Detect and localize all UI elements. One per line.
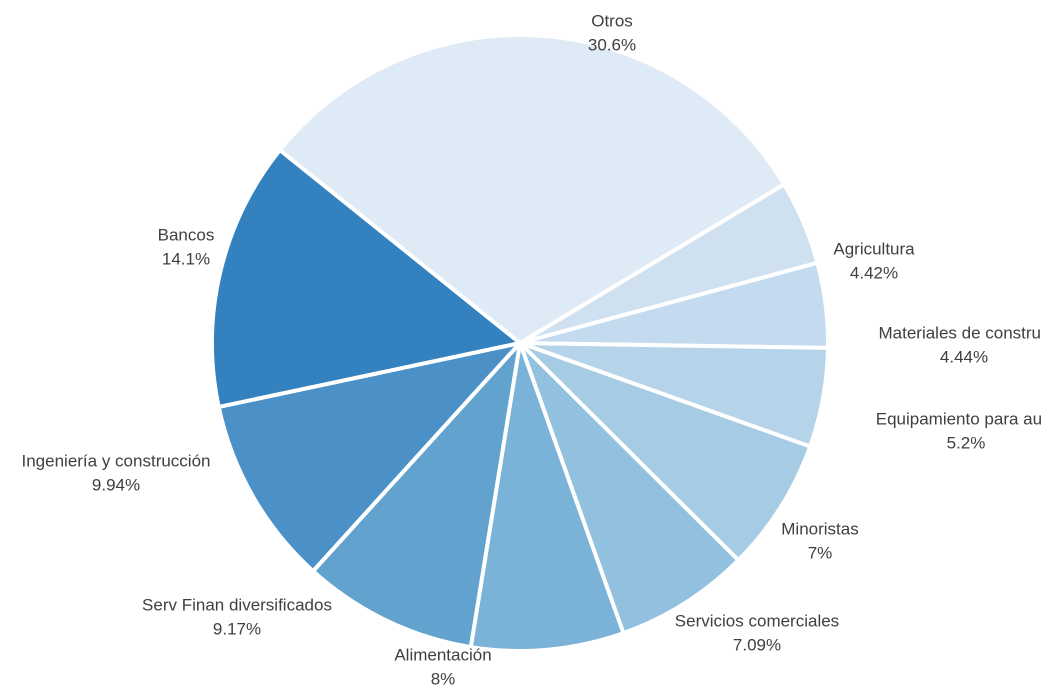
slice-label-materiales-de-construc: Materiales de construc xyxy=(878,323,1041,342)
slice-value-alimentacion: 8% xyxy=(431,669,456,686)
slice-label-serv-finan-diversificados: Serv Finan diversificados xyxy=(142,595,332,614)
pie-slice-serv-finan-diversificados xyxy=(311,341,522,650)
slice-label-agricultura: Agricultura xyxy=(833,239,915,258)
slice-label-ingenieria-y-construccion: Ingeniería y construcción xyxy=(22,451,211,470)
slice-value-ingenieria-y-construccion: 9.94% xyxy=(92,475,140,494)
slice-value-otros: 30.6% xyxy=(588,35,636,54)
slice-label-minoristas: Minoristas xyxy=(781,519,858,538)
pie-slice-servicios-comerciales xyxy=(518,341,741,636)
slice-value-materiales-de-construc: 4.44% xyxy=(940,347,988,366)
slice-label-otros: Otros xyxy=(591,11,633,30)
slice-label-servicios-comerciales: Servicios comerciales xyxy=(675,611,839,630)
slice-value-serv-finan-diversificados: 9.17% xyxy=(213,619,261,638)
slice-value-bancos: 14.1% xyxy=(162,249,210,268)
pie-slice-otros xyxy=(277,32,787,345)
pie-slices xyxy=(210,32,830,653)
slice-value-minoristas: 7% xyxy=(808,543,833,562)
slice-label-equipamiento-para-auto: Equipamiento para auto xyxy=(876,409,1041,428)
slice-value-equipamiento-para-auto: 5.2% xyxy=(947,433,986,452)
slice-label-bancos: Bancos xyxy=(158,225,215,244)
pie-slice-ingenieria-y-construccion xyxy=(216,341,522,574)
slice-label-alimentacion: Alimentación xyxy=(394,645,491,664)
slice-value-servicios-comerciales: 7.09% xyxy=(733,635,781,654)
slice-value-agricultura: 4.42% xyxy=(850,263,898,282)
pie-slice-bancos xyxy=(210,148,522,409)
pie-labels: Agricultura 4.42% Materiales de construc 4.… xyxy=(22,11,1041,686)
pie-slice-minoristas xyxy=(518,341,813,563)
